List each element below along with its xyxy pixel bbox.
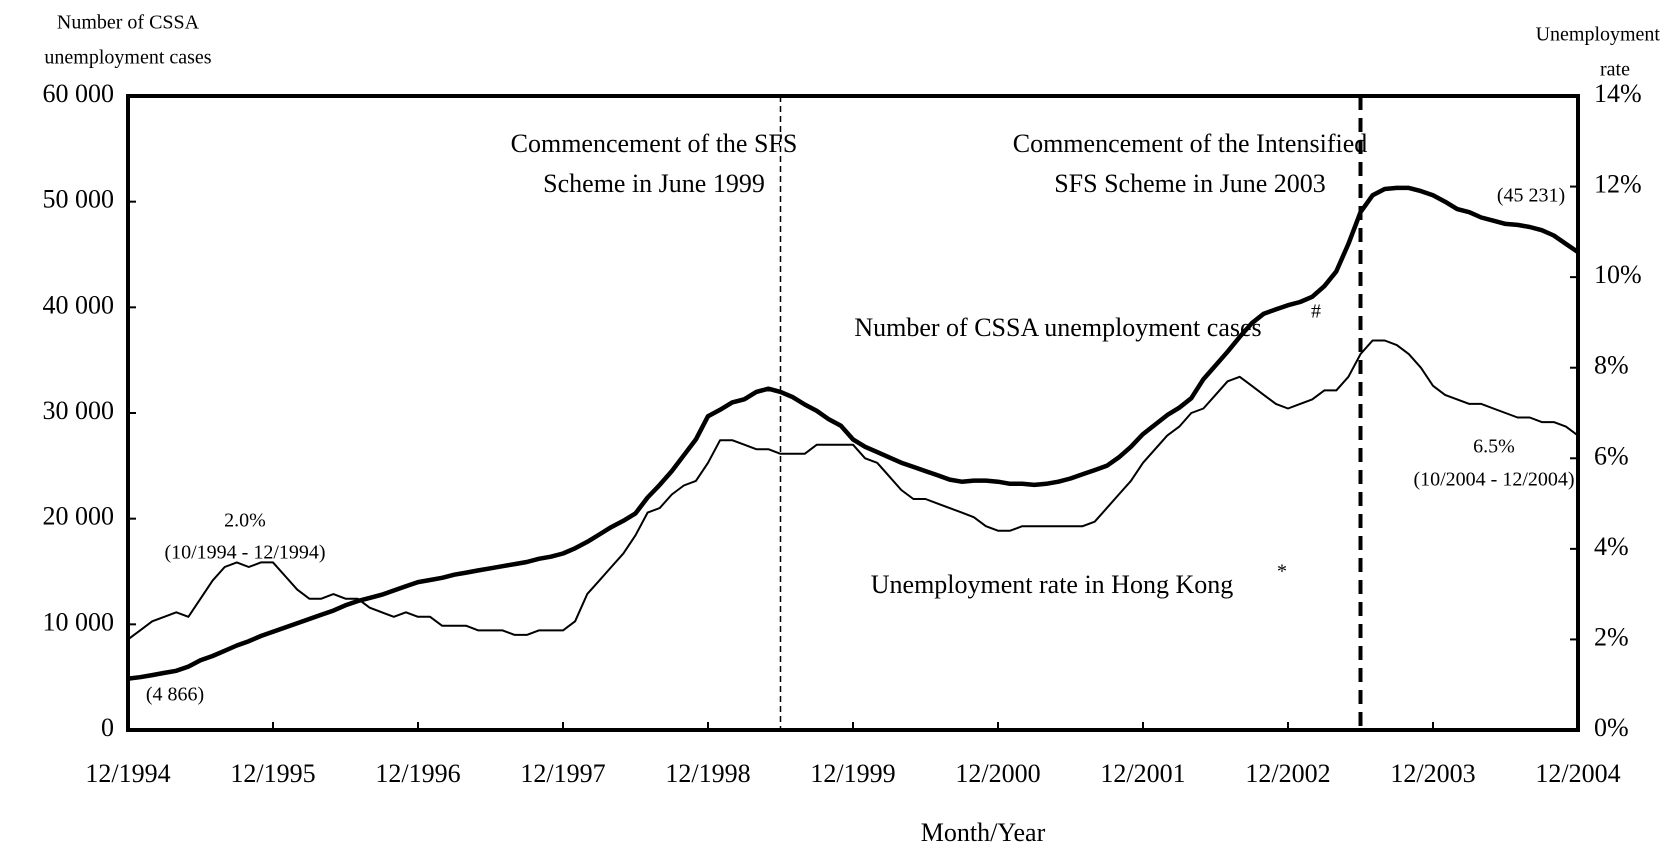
y-tick-label: 30 000 (43, 396, 115, 425)
y-axis-label: unemployment cases (44, 47, 211, 69)
annotation: Scheme in June 1999 (543, 169, 765, 198)
annotation: Commencement of the Intensified (1013, 129, 1368, 158)
footnote-mark: * (1277, 561, 1287, 583)
value-label: (45 231) (1497, 185, 1565, 207)
annotation: SFS Scheme in June 2003 (1054, 169, 1326, 198)
value-label: 6.5% (1473, 436, 1515, 458)
x-tick-label: 12/1999 (810, 759, 895, 788)
x-tick-label: 12/1997 (520, 759, 605, 788)
value-label: (4 866) (146, 684, 204, 706)
series-name: Number of CSSA unemployment cases (854, 313, 1261, 342)
x-tick-label: 12/1995 (230, 759, 315, 788)
x-tick-label: 12/2001 (1100, 759, 1185, 788)
annotation: Commencement of the SFS (511, 129, 798, 158)
y2-tick-label: 12% (1594, 170, 1642, 199)
x-tick-label: 12/2003 (1390, 759, 1475, 788)
y-tick-label: 20 000 (43, 502, 115, 531)
y-tick-label: 60 000 (43, 79, 115, 108)
y-tick-label: 50 000 (43, 185, 115, 214)
y2-tick-label: 6% (1594, 441, 1629, 470)
y2-axis-label: Unemployment (1536, 24, 1661, 46)
y-tick-label: 40 000 (43, 290, 115, 319)
y-tick-label: 0 (101, 713, 114, 742)
series-line (127, 185, 1580, 681)
x-tick-label: 12/2000 (955, 759, 1040, 788)
y2-axis-label: rate (1600, 59, 1630, 81)
period-label: (10/1994 - 12/1994) (164, 542, 325, 564)
x-tick-label: 12/1998 (665, 759, 750, 788)
y2-tick-label: 14% (1594, 79, 1642, 108)
x-tick-label: 12/2004 (1535, 759, 1620, 788)
series-line (127, 339, 1579, 641)
x-axis-label: Month/Year (921, 818, 1046, 847)
footnote-mark: # (1311, 301, 1321, 323)
y2-tick-label: 2% (1594, 622, 1629, 651)
series-name: Unemployment rate in Hong Kong (871, 570, 1234, 599)
value-label: 2.0% (224, 510, 266, 532)
x-tick-label: 12/1996 (375, 759, 460, 788)
y2-tick-label: 8% (1594, 351, 1629, 380)
x-tick-label: 12/1994 (85, 759, 170, 788)
x-tick-label: 12/2002 (1245, 759, 1330, 788)
y-tick-label: 10 000 (43, 607, 115, 636)
y2-tick-label: 4% (1594, 532, 1629, 561)
y-axis-label: Number of CSSA (57, 12, 200, 34)
y2-tick-label: 0% (1594, 713, 1629, 742)
y2-tick-label: 10% (1594, 260, 1642, 289)
period-label: (10/2004 - 12/2004) (1413, 469, 1574, 491)
